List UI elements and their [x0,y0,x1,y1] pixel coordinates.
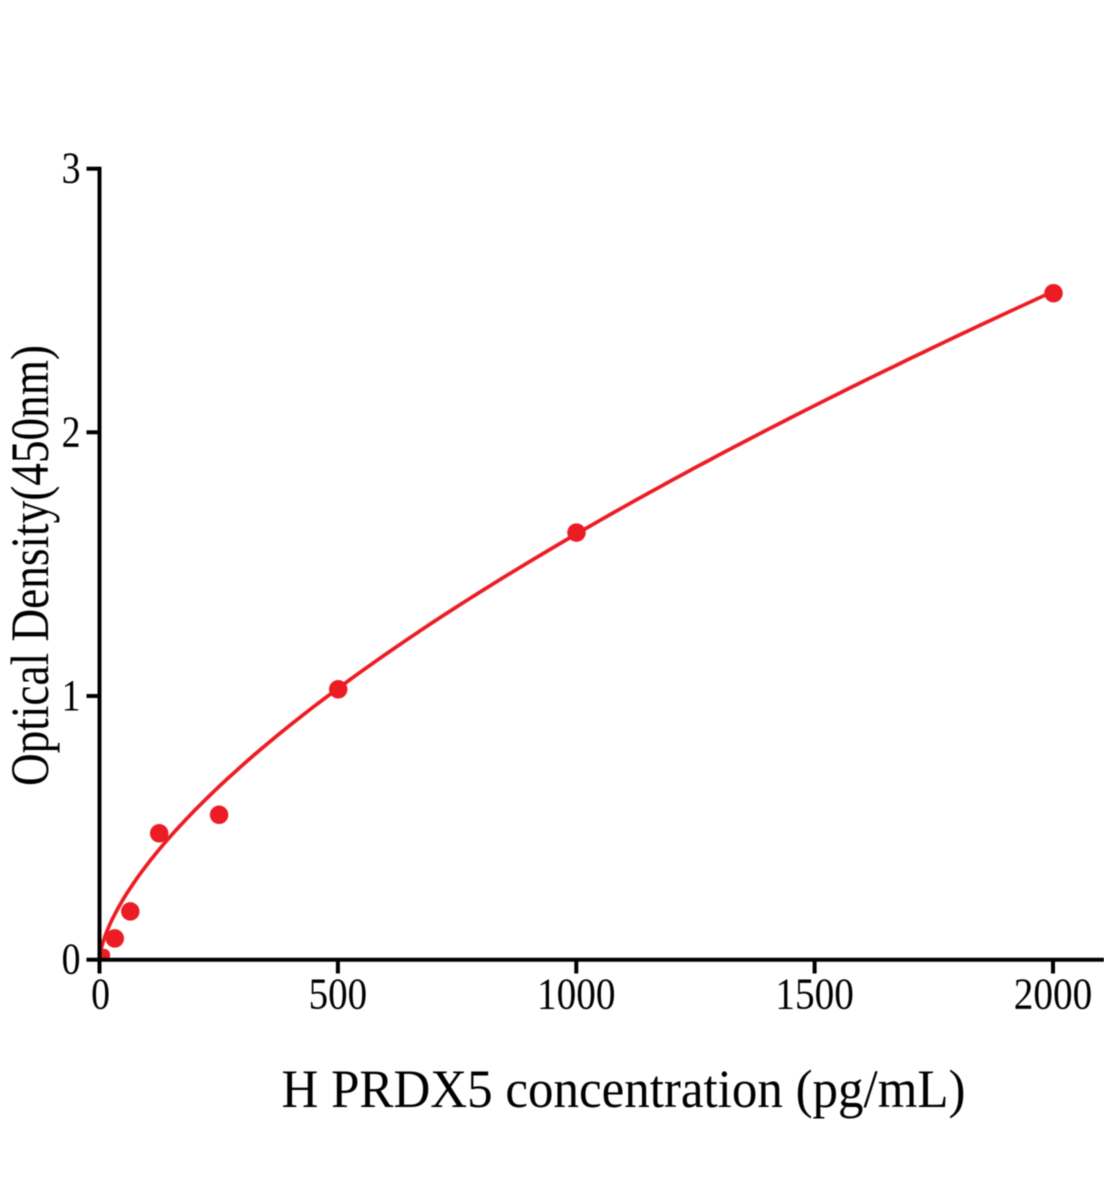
svg-text:H PRDX5 concentration (pg/mL): H PRDX5 concentration (pg/mL) [282,1059,966,1119]
svg-text:2000: 2000 [1014,969,1093,1018]
svg-text:0: 0 [62,935,81,984]
svg-text:3: 3 [62,144,81,193]
svg-text:1: 1 [62,671,81,720]
svg-text:500: 500 [309,969,368,1018]
svg-text:1000: 1000 [537,969,616,1018]
svg-text:1500: 1500 [775,969,854,1018]
svg-text:2: 2 [62,407,81,456]
svg-text:Optical Density(450nm): Optical Density(450nm) [0,345,60,786]
svg-text:0: 0 [91,969,110,1018]
